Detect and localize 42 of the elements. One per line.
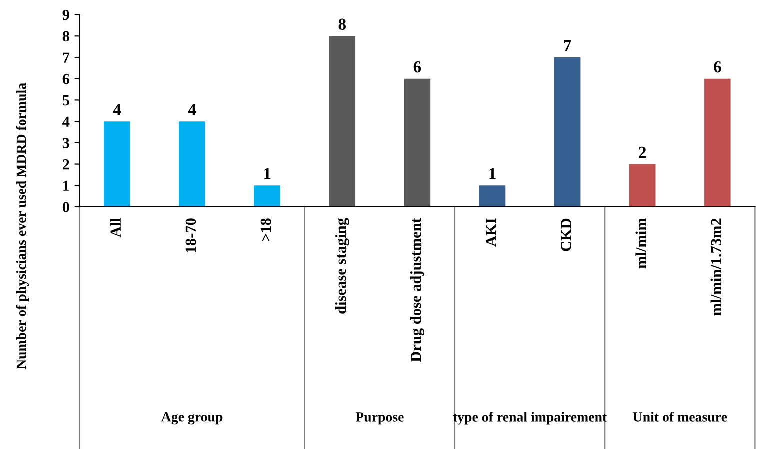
text: Age group bbox=[161, 412, 223, 425]
bar bbox=[179, 122, 206, 207]
text: Unit of measure bbox=[633, 412, 728, 422]
bar bbox=[404, 78, 431, 207]
bar bbox=[104, 122, 130, 207]
data-label: 4 bbox=[113, 104, 122, 116]
y-tick-label: 8 bbox=[62, 31, 70, 42]
data-label: 6 bbox=[714, 62, 722, 73]
y-tick-label: 9 bbox=[62, 10, 70, 20]
bar bbox=[704, 78, 731, 207]
y-tick-label: 0 bbox=[62, 202, 70, 212]
text: Purpose bbox=[356, 412, 404, 425]
bar bbox=[554, 58, 581, 207]
x-tick-label: disease staging bbox=[335, 218, 350, 314]
x-tick-label: 18-70 bbox=[186, 218, 196, 253]
x-tick-label: AKI bbox=[486, 218, 496, 247]
bar bbox=[479, 186, 506, 207]
y-tick-label: 3 bbox=[62, 138, 70, 148]
y-tick-label: 6 bbox=[62, 74, 70, 84]
data-label: 7 bbox=[564, 40, 572, 52]
data-label: 2 bbox=[639, 146, 646, 158]
y-tick-label: 5 bbox=[62, 96, 70, 106]
data-label: 8 bbox=[338, 18, 346, 30]
bar bbox=[329, 36, 356, 207]
y-axis-title: Number of physicians ever used MDRD formula bbox=[16, 83, 30, 370]
data-label: 1 bbox=[490, 168, 496, 180]
y-tick-label: 2 bbox=[62, 159, 70, 170]
text: type of renal impairement bbox=[453, 412, 608, 425]
bar bbox=[629, 164, 656, 207]
data-label: 6 bbox=[414, 62, 422, 73]
x-tick-label: ml/min/1.73m2 bbox=[710, 218, 722, 316]
x-tick-label: Drug dose adjustment bbox=[410, 218, 424, 362]
x-tick-label: ml/mim bbox=[636, 218, 646, 269]
data-label: 1 bbox=[264, 168, 271, 180]
y-tick-label: 4 bbox=[62, 116, 70, 127]
x-tick-label: >18 bbox=[260, 218, 272, 242]
x-tick-label: CKD bbox=[561, 218, 572, 252]
bar bbox=[254, 186, 280, 207]
y-tick-label: 1 bbox=[64, 180, 70, 191]
x-tick-label: All bbox=[110, 218, 121, 238]
data-label: 4 bbox=[188, 104, 196, 116]
y-tick-label: 7 bbox=[63, 52, 70, 63]
